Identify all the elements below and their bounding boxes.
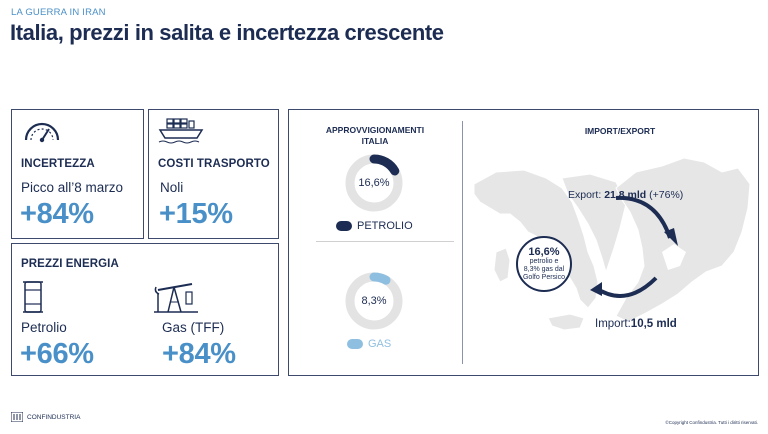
oil-pump-icon bbox=[154, 283, 198, 313]
import-export-title: IMPORT/EXPORT bbox=[584, 126, 656, 136]
brand-footer: CONFINDUSTRIA bbox=[11, 412, 80, 422]
gulf-share-badge: 16,6% petrolio e 8,3% gas dal Golfo Pers… bbox=[516, 236, 572, 292]
trasporto-sub: Noli bbox=[160, 180, 184, 195]
trasporto-card: COSTI TRASPORTO Noli +15% bbox=[148, 109, 279, 239]
incertezza-sub: Picco all’8 marzo bbox=[21, 180, 124, 195]
gas-legend-swatch bbox=[347, 339, 363, 349]
petrolio-donut-value: 16,6% bbox=[358, 177, 390, 189]
gas-donut bbox=[345, 272, 403, 330]
petrolio-donut-arc bbox=[345, 154, 403, 212]
gulf-share-line2: 8,3% gas dal bbox=[523, 266, 565, 273]
map-land-sicily bbox=[547, 313, 585, 331]
copyright: ©Copyright Confindustria. Tutti i diritt… bbox=[665, 420, 758, 425]
page-title: Italia, prezzi in salita e incertezza cr… bbox=[10, 20, 444, 45]
export-arrow-head bbox=[664, 228, 678, 246]
gauge-icon bbox=[24, 122, 60, 143]
petrolio-legend-swatch bbox=[336, 221, 352, 231]
petrolio-legend-label: PETROLIO bbox=[357, 220, 413, 232]
import-text: Import:10,5 mld bbox=[595, 318, 677, 330]
energia-card: PREZZI ENERGIA Petrolio +66% Gas (TFF) +… bbox=[11, 243, 279, 376]
map-gulf bbox=[662, 244, 686, 270]
gas-donut-arc bbox=[345, 272, 403, 330]
petrolio-price-label: Petrolio bbox=[21, 320, 67, 335]
gulf-share-line1: petrolio e bbox=[529, 258, 559, 265]
map-land-balkans bbox=[561, 173, 627, 274]
trasporto-value: +15% bbox=[159, 198, 233, 230]
map-land-middle-east bbox=[615, 157, 751, 323]
gas-donut-value: 8,3% bbox=[361, 295, 387, 307]
section-kicker: LA GUERRA IN IRAN bbox=[11, 7, 106, 18]
trasporto-label: COSTI TRASPORTO bbox=[158, 158, 270, 170]
gulf-share-line3: Golfo Persico bbox=[522, 274, 566, 281]
petrolio-legend: PETROLIO bbox=[336, 220, 413, 232]
approvvigionamenti-title: APPROVVIGIONAMENTI ITALIA bbox=[325, 125, 425, 146]
gulf-share-value: 16,6% bbox=[528, 246, 560, 258]
export-text: Export: 21,8 mld (+76%) bbox=[568, 189, 684, 201]
export-arrow bbox=[615, 195, 672, 239]
incertezza-value: +84% bbox=[20, 198, 94, 230]
gas-legend: GAS bbox=[347, 338, 391, 350]
cargo-ship-icon bbox=[158, 118, 204, 144]
gas-price-value: +84% bbox=[162, 338, 236, 370]
brand-name: CONFINDUSTRIA bbox=[27, 413, 81, 421]
column-divider bbox=[316, 241, 454, 242]
petrolio-price-value: +66% bbox=[20, 338, 94, 370]
incertezza-card: INCERTEZZA Picco all’8 marzo +84% bbox=[11, 109, 144, 239]
energia-label: PREZZI ENERGIA bbox=[21, 258, 119, 270]
confindustria-logo-icon bbox=[11, 412, 23, 422]
map-land-sardinia bbox=[493, 247, 511, 283]
oil-barrel-icon bbox=[23, 281, 43, 313]
import-arrow-head bbox=[590, 282, 602, 296]
gas-legend-label: GAS bbox=[368, 338, 392, 350]
panel-divider bbox=[462, 121, 463, 364]
gas-price-label: Gas (TFF) bbox=[162, 320, 225, 335]
incertezza-label: INCERTEZZA bbox=[21, 158, 95, 170]
petrolio-donut bbox=[345, 154, 403, 212]
